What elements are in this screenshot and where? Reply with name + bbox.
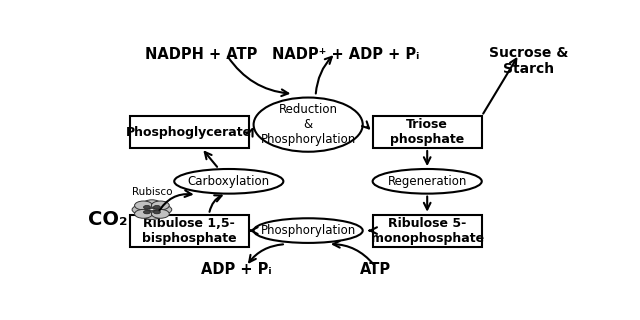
Text: CO₂: CO₂ <box>88 210 127 229</box>
Text: Carboxylation: Carboxylation <box>188 175 270 188</box>
Circle shape <box>134 201 152 210</box>
Text: Phosphoglycerate: Phosphoglycerate <box>126 125 252 139</box>
Circle shape <box>143 200 161 209</box>
Text: Phosphorylation: Phosphorylation <box>260 224 356 237</box>
Circle shape <box>152 201 169 210</box>
Text: Reduction
&
Phosphorylation: Reduction & Phosphorylation <box>260 103 356 146</box>
Circle shape <box>134 209 152 218</box>
Text: NADPH + ATP: NADPH + ATP <box>145 47 258 62</box>
Text: Ribulose 1,5-
bisphosphate: Ribulose 1,5- bisphosphate <box>142 217 236 244</box>
Text: ADP + Pᵢ: ADP + Pᵢ <box>201 262 271 277</box>
Circle shape <box>152 209 169 218</box>
FancyBboxPatch shape <box>372 215 482 247</box>
Ellipse shape <box>372 169 482 194</box>
Circle shape <box>132 205 150 214</box>
Text: Regeneration: Regeneration <box>387 175 467 188</box>
Circle shape <box>154 205 172 214</box>
FancyBboxPatch shape <box>129 116 248 148</box>
FancyBboxPatch shape <box>129 215 248 247</box>
Circle shape <box>143 205 150 209</box>
Text: Ribulose 5-
monophosphate: Ribulose 5- monophosphate <box>371 217 484 244</box>
FancyBboxPatch shape <box>372 116 482 148</box>
Text: Triose
phosphate: Triose phosphate <box>390 118 465 146</box>
Ellipse shape <box>253 98 363 152</box>
Text: NADP⁺ + ADP + Pᵢ: NADP⁺ + ADP + Pᵢ <box>271 47 419 62</box>
Ellipse shape <box>253 218 363 243</box>
Text: Sucrose &
Starch: Sucrose & Starch <box>489 46 568 76</box>
Circle shape <box>154 205 161 209</box>
Circle shape <box>143 211 161 220</box>
Text: Rubisco: Rubisco <box>132 187 172 197</box>
Text: ATP: ATP <box>360 262 390 277</box>
Circle shape <box>143 210 150 214</box>
Ellipse shape <box>174 169 284 194</box>
Circle shape <box>154 210 161 214</box>
